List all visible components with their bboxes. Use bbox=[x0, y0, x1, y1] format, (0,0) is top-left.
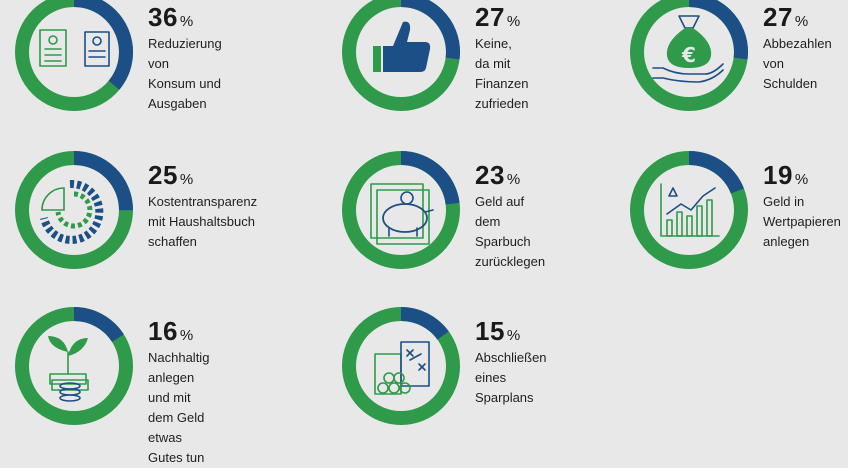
percent-sign: % bbox=[179, 13, 194, 30]
percentage-number: 19 bbox=[763, 160, 793, 190]
donut-chart bbox=[342, 151, 460, 269]
donut-chart bbox=[630, 151, 748, 269]
donut-chart bbox=[630, 0, 748, 111]
percentage-value: 27% bbox=[763, 2, 808, 33]
percentage-value: 23% bbox=[475, 160, 520, 191]
budget-chart-icon bbox=[40, 179, 104, 244]
percentage-number: 25 bbox=[148, 160, 178, 190]
stat-label: Abschließen eines Sparplans bbox=[475, 350, 547, 405]
donut-share-arc bbox=[15, 0, 133, 111]
donut-chart bbox=[15, 0, 133, 111]
percentage-number: 23 bbox=[475, 160, 505, 190]
percentage-value: 36% bbox=[148, 2, 193, 33]
percentage-value: 16% bbox=[148, 316, 193, 347]
sustainable-plant-icon bbox=[48, 336, 89, 402]
stat-label: Keine, da mit Finanzen zufrieden bbox=[475, 36, 529, 111]
percentage-number: 16 bbox=[148, 316, 178, 346]
stat-label: Nachhaltig anlegen und mit dem Geld etwa… bbox=[148, 350, 210, 465]
percentage-number: 36 bbox=[148, 2, 178, 32]
documents-icon bbox=[39, 29, 110, 67]
percentage-number: 27 bbox=[763, 2, 793, 32]
svg-text:€: € bbox=[681, 43, 696, 67]
percent-sign: % bbox=[179, 171, 194, 188]
thumbs-up-icon bbox=[373, 21, 431, 73]
piggy-bank-icon bbox=[370, 183, 434, 245]
percentage-value: 19% bbox=[763, 160, 808, 191]
stat-label: Reduzierung von Konsum und Ausgaben bbox=[148, 36, 222, 111]
donut-chart bbox=[342, 0, 460, 111]
percentage-value: 25% bbox=[148, 160, 193, 191]
donut-share-arc bbox=[15, 307, 133, 425]
percent-sign: % bbox=[506, 171, 521, 188]
donut-share-arc bbox=[342, 307, 460, 425]
donut-share-arc bbox=[342, 0, 460, 111]
money-bag-icon: € bbox=[652, 15, 724, 83]
percent-sign: % bbox=[506, 13, 521, 30]
donut-share-arc bbox=[15, 151, 133, 269]
percent-sign: % bbox=[794, 13, 809, 30]
percentage-value: 27% bbox=[475, 2, 520, 33]
stat-label: Kostentransparenz mit Haushaltsbuch scha… bbox=[148, 194, 258, 249]
stat-label: Geld auf dem Sparbuch zurücklegen bbox=[475, 194, 546, 269]
stat-label: Abbezahlen von Schulden bbox=[763, 36, 832, 91]
savings-plan-icon bbox=[374, 341, 430, 395]
percentage-value: 15% bbox=[475, 316, 520, 347]
donut-share-arc bbox=[342, 151, 460, 269]
percentage-number: 27 bbox=[475, 2, 505, 32]
donut-share-arc bbox=[630, 151, 748, 269]
donut-chart bbox=[15, 151, 133, 269]
percent-sign: % bbox=[794, 171, 809, 188]
percent-sign: % bbox=[506, 327, 521, 344]
percentage-number: 15 bbox=[475, 316, 505, 346]
stock-chart-icon bbox=[660, 183, 720, 237]
donut-share-arc bbox=[630, 0, 748, 111]
stat-label: Geld in Wertpapieren anlegen bbox=[763, 194, 841, 249]
percent-sign: % bbox=[179, 327, 194, 344]
